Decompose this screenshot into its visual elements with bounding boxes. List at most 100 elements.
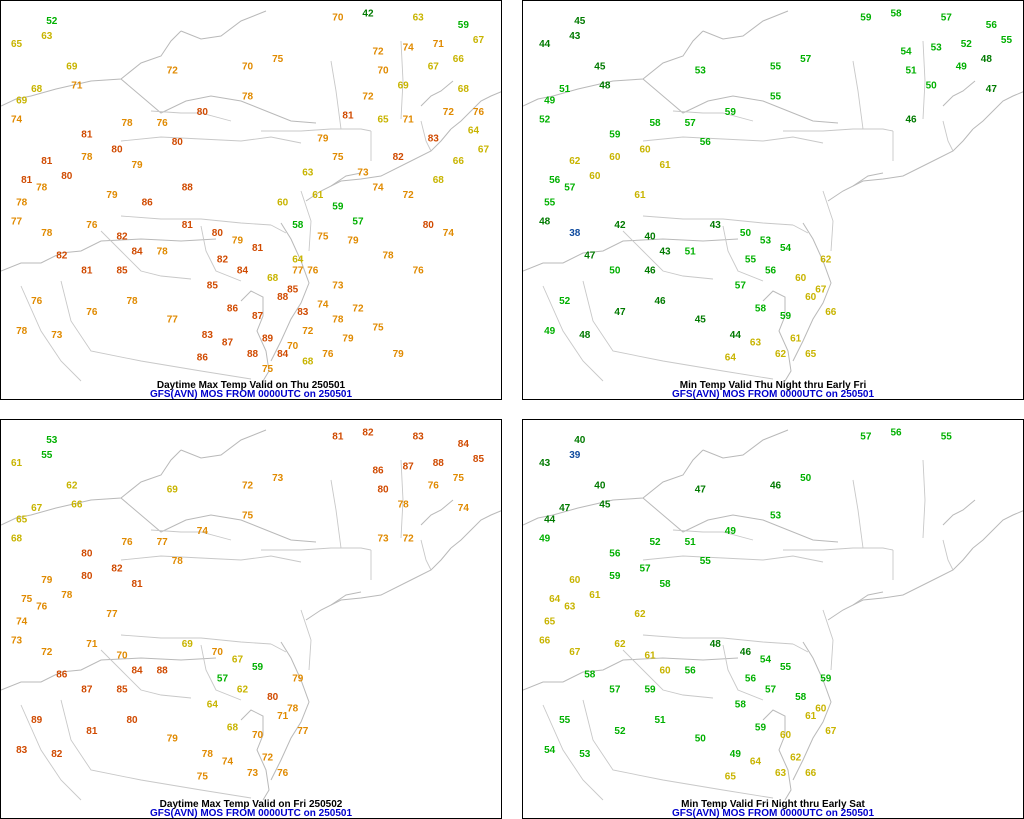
station-temp-value: 79 [393, 349, 405, 360]
station-temp-value: 78 [16, 326, 28, 337]
state-border [672, 110, 754, 122]
station-temp-value: 67 [478, 145, 490, 156]
station-temp-value: 48 [710, 639, 722, 650]
station-temp-value: 45 [695, 315, 707, 326]
station-temp-value: 51 [685, 537, 697, 548]
station-temp-value: 64 [292, 254, 304, 265]
station-temp-value: 53 [46, 435, 58, 446]
coastline [120, 497, 317, 543]
station-temp-value: 78 [398, 499, 410, 510]
state-border [622, 649, 714, 699]
station-temp-value: 78 [202, 749, 214, 760]
station-temp-value: 84 [132, 247, 144, 258]
station-temp-value: 83 [16, 745, 28, 756]
state-border [672, 529, 754, 541]
station-temp-value: 43 [660, 247, 672, 258]
station-temp-value: 71 [86, 639, 98, 650]
station-temp-value: 39 [569, 450, 581, 461]
station-temp-value: 89 [31, 715, 43, 726]
station-temp-value: 74 [222, 756, 234, 767]
station-temp-value: 69 [66, 62, 78, 73]
coastline [792, 222, 832, 362]
state-border [400, 40, 404, 120]
station-temp-value: 67 [232, 654, 244, 665]
station-temp-value: 76 [473, 107, 485, 118]
station-temp-value: 55 [700, 556, 712, 567]
coastline [420, 80, 454, 107]
station-temp-value: 56 [765, 266, 777, 277]
station-temp-value: 55 [544, 198, 556, 209]
station-temp-value: 83 [202, 330, 214, 341]
coastline [792, 641, 832, 781]
station-temp-value: 86 [197, 353, 209, 364]
station-temp-value: 80 [127, 715, 139, 726]
coastline [523, 238, 739, 272]
station-temp-value: 87 [222, 337, 234, 348]
station-temp-value: 88 [433, 458, 445, 469]
station-temp-value: 80 [378, 484, 390, 495]
station-temp-value: 82 [51, 749, 63, 760]
station-temp-value: 56 [700, 137, 712, 148]
station-temp-value: 46 [645, 266, 657, 277]
coastline [120, 78, 317, 124]
station-temp-value: 70 [332, 12, 344, 23]
station-temp-value: 59 [252, 662, 264, 673]
station-temp-value: 77 [157, 537, 169, 548]
station-temp-value: 64 [549, 594, 561, 605]
station-temp-value: 70 [242, 62, 254, 73]
coastline [450, 91, 501, 130]
station-temp-value: 81 [342, 111, 354, 122]
coastline [270, 641, 310, 781]
state-border [270, 224, 287, 234]
station-temp-value: 85 [473, 454, 485, 465]
state-border [270, 643, 287, 653]
station-temp-value: 72 [262, 753, 274, 764]
station-temp-value: 78 [157, 247, 169, 258]
station-temp-value: 76 [36, 601, 48, 612]
station-temp-value: 72 [41, 647, 53, 658]
station-temp-value: 66 [825, 307, 837, 318]
station-temp-value: 75 [317, 232, 329, 243]
state-border [300, 190, 312, 252]
map-panel-min-fri-night: 40 39 43 40 45 44 47 49 47 46 50 49 53 52 51 55 56 57 58 59… [522, 419, 1024, 819]
state-border [120, 634, 272, 645]
state-border [100, 649, 192, 699]
station-temp-value: 78 [242, 92, 254, 103]
station-temp-value: 79 [342, 334, 354, 345]
station-temp-value: 85 [117, 685, 129, 696]
station-temp-value: 45 [599, 499, 611, 510]
station-temp-value: 88 [277, 292, 289, 303]
state-border [922, 459, 926, 539]
station-temp-value: 81 [21, 175, 33, 186]
station-temp-value: 58 [735, 700, 747, 711]
station-temp-value: 78 [332, 315, 344, 326]
station-temp-value: 55 [941, 431, 953, 442]
state-border [942, 539, 954, 571]
station-temp-value: 52 [46, 16, 58, 27]
station-temp-value: 56 [685, 666, 697, 677]
station-temp-value: 86 [227, 303, 239, 314]
station-temp-value: 40 [574, 435, 586, 446]
station-temp-value: 52 [559, 296, 571, 307]
coastline [942, 499, 976, 526]
station-temp-value: 72 [362, 92, 374, 103]
station-temp-value: 56 [986, 20, 998, 31]
station-temp-value: 62 [820, 254, 832, 265]
map-panel-max-fri: 53 55 61 62 66 65 67 68 69 72 73 74 75 76 77 78 80 82 81 80… [0, 419, 502, 819]
state-border [420, 539, 432, 571]
station-temp-value: 46 [906, 114, 918, 125]
station-temp-value: 43 [539, 458, 551, 469]
station-temp-value: 76 [413, 266, 425, 277]
station-temp-value: 49 [544, 326, 556, 337]
state-border [120, 215, 272, 226]
station-temp-value: 61 [634, 190, 646, 201]
station-temp-value: 80 [81, 571, 93, 582]
panel-subtitle: GFS(AVN) MOS FROM 0000UTC on 250501 [149, 808, 353, 819]
coastline [305, 547, 452, 621]
state-border [100, 230, 192, 280]
station-temp-value: 73 [11, 636, 23, 647]
station-temp-value: 40 [645, 232, 657, 243]
station-temp-value: 46 [770, 481, 782, 492]
station-temp-value: 59 [332, 201, 344, 212]
